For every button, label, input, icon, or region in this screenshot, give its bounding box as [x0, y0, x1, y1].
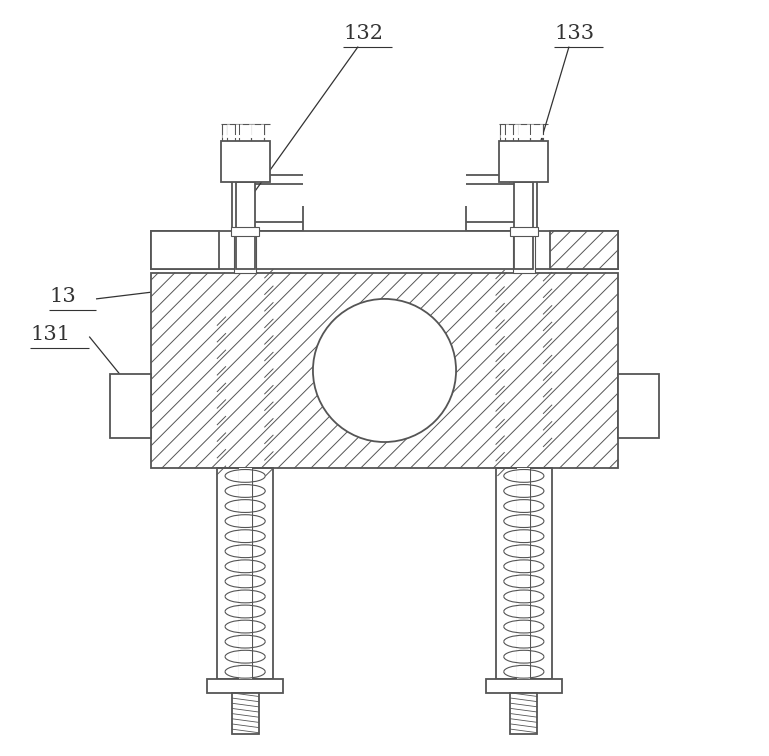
Bar: [151, 231, 219, 269]
Bar: [238, 469, 251, 680]
Bar: [151, 273, 618, 469]
Bar: [495, 258, 504, 476]
Bar: [511, 692, 538, 734]
Bar: [109, 374, 151, 438]
Text: 131: 131: [31, 325, 71, 344]
Bar: [217, 258, 226, 476]
Text: 132: 132: [343, 24, 383, 43]
Bar: [231, 692, 258, 734]
Bar: [221, 141, 270, 182]
Bar: [486, 680, 561, 692]
Bar: [208, 680, 283, 692]
Circle shape: [313, 299, 456, 442]
Bar: [236, 182, 255, 269]
Bar: [265, 258, 274, 476]
Bar: [513, 231, 535, 273]
Bar: [514, 182, 533, 269]
Bar: [151, 273, 618, 469]
Bar: [510, 227, 538, 236]
Bar: [151, 231, 219, 269]
Bar: [217, 469, 274, 680]
Bar: [231, 227, 259, 236]
Bar: [234, 231, 256, 273]
Bar: [550, 231, 618, 269]
Bar: [550, 231, 618, 269]
Bar: [495, 469, 552, 680]
Bar: [518, 469, 531, 680]
Bar: [543, 258, 552, 476]
Bar: [499, 141, 548, 182]
Text: 133: 133: [554, 24, 594, 43]
Bar: [618, 374, 660, 438]
Text: 13: 13: [49, 287, 76, 306]
Bar: [151, 231, 618, 269]
